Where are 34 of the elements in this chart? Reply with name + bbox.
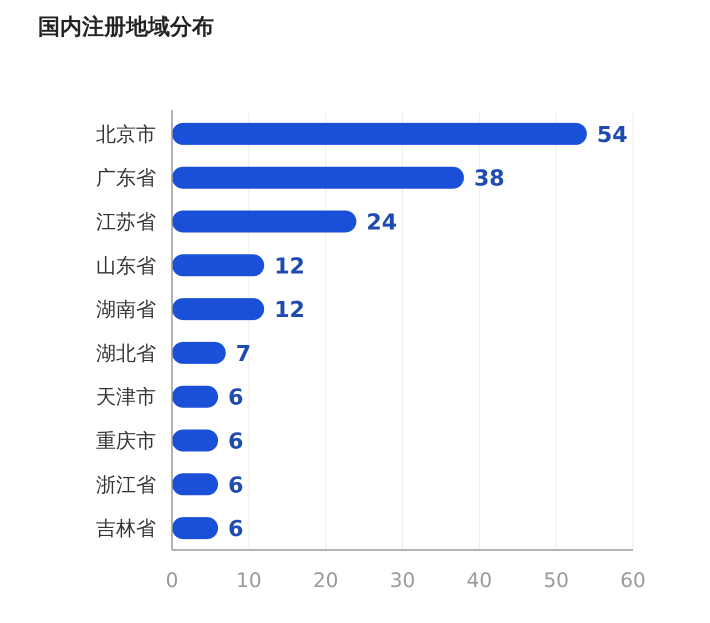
bar [172, 254, 264, 276]
y-tick-label: 湖南省 [96, 297, 156, 322]
data-label: 54 [596, 122, 628, 148]
x-tick-label: 0 [166, 568, 178, 592]
bar [172, 166, 464, 189]
data-label: 7 [236, 342, 252, 367]
x-tick-label: 50 [543, 568, 569, 592]
y-tick-label: 天津市 [96, 384, 156, 409]
y-tick-label: 江苏省 [96, 210, 156, 234]
data-label: 6 [228, 386, 244, 411]
data-label: 6 [228, 430, 244, 454]
y-tick-label: 广东省 [96, 166, 156, 190]
bar [172, 298, 264, 320]
x-tick-label: 60 [620, 568, 646, 592]
x-tick-label: 10 [236, 568, 262, 592]
y-tick-label: 吉林省 [96, 516, 156, 540]
data-label: 38 [474, 166, 505, 192]
y-tick-label: 湖北省 [96, 340, 156, 365]
x-tick-label: 20 [312, 568, 338, 592]
y-tick-label: 山东省 [96, 253, 156, 278]
x-tick-label: 30 [390, 568, 416, 592]
bar [172, 342, 226, 364]
x-tick-label: 40 [466, 568, 492, 592]
bar [172, 122, 587, 145]
chart-title: 国内注册地域分布 [38, 14, 214, 40]
y-tick-label: 重庆市 [96, 428, 156, 452]
data-label: 6 [228, 517, 244, 542]
data-label: 24 [366, 210, 398, 236]
bar [172, 210, 356, 232]
y-tick-label: 北京市 [96, 122, 156, 146]
data-label: 12 [274, 298, 305, 324]
y-tick-label: 浙江省 [96, 472, 156, 496]
data-label: 12 [274, 254, 305, 280]
data-label: 6 [228, 473, 244, 498]
